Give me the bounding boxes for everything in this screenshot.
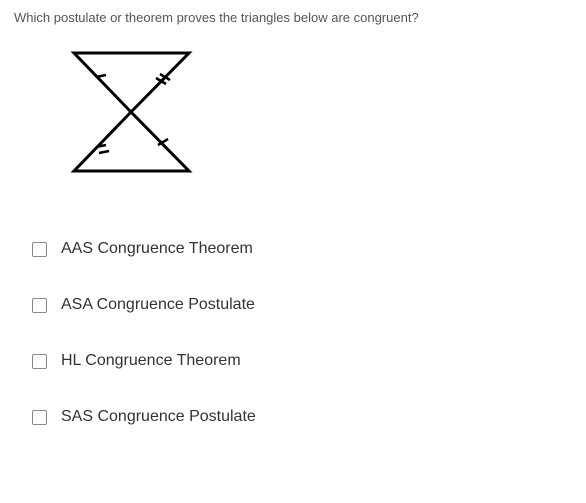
answer-label: AAS Congruence Theorem — [61, 240, 253, 258]
bottom-triangle — [74, 112, 189, 171]
answer-label: SAS Congruence Postulate — [61, 408, 256, 426]
top-triangle — [74, 53, 189, 112]
checkbox[interactable] — [32, 354, 47, 369]
question-prompt: Which postulate or theorem proves the tr… — [14, 10, 572, 25]
checkbox[interactable] — [32, 298, 47, 313]
checkbox[interactable] — [32, 242, 47, 257]
answer-label: HL Congruence Theorem — [61, 352, 241, 370]
answer-label: ASA Congruence Postulate — [61, 296, 255, 314]
answer-option[interactable]: ASA Congruence Postulate — [32, 296, 572, 314]
triangle-diagram-svg — [54, 45, 209, 175]
answer-option[interactable]: SAS Congruence Postulate — [32, 408, 572, 426]
answer-option[interactable]: HL Congruence Theorem — [32, 352, 572, 370]
answer-option[interactable]: AAS Congruence Theorem — [32, 240, 572, 258]
checkbox[interactable] — [32, 410, 47, 425]
triangle-figure — [54, 45, 572, 180]
tick-bottom-left-2 — [99, 151, 109, 153]
